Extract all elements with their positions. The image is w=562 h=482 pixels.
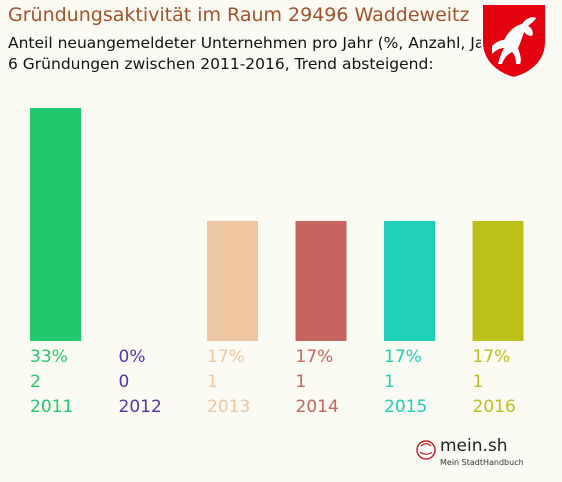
count-label-2016: 1 — [472, 372, 484, 392]
percent-label-2016: 17% — [472, 347, 511, 367]
percent-label-2015: 17% — [384, 347, 422, 367]
count-label-2012: 0 — [118, 372, 130, 392]
year-label-2016: 2016 — [472, 397, 516, 417]
year-label-2013: 2013 — [207, 397, 251, 417]
bar-2013 — [207, 220, 258, 341]
year-label-2012: 2012 — [118, 397, 162, 417]
count-label-2011: 2 — [30, 372, 41, 392]
chart-title: Gründungsaktivität im Raum 29496 Waddewe… — [8, 4, 470, 26]
bar-2016 — [472, 220, 524, 341]
brand-tagline: Mein StadtHandbuch — [440, 458, 524, 467]
brand-name: mein.sh — [440, 436, 508, 456]
chart-summary: 6 Gründungen zwischen 2011-2016, Trend a… — [8, 55, 434, 73]
percent-label-2014: 17% — [295, 347, 334, 367]
year-label-2015: 2015 — [384, 397, 428, 417]
percent-label-2012: 0% — [118, 347, 146, 367]
count-label-2015: 1 — [384, 372, 395, 392]
bar-2011 — [30, 108, 81, 341]
saxon-steed-crest-icon — [481, 3, 547, 80]
year-label-2011: 2011 — [30, 397, 74, 417]
count-label-2013: 1 — [207, 372, 218, 392]
bar-2015 — [384, 220, 435, 341]
bar-2014 — [295, 220, 347, 341]
chart-subtitle: Anteil neuangemeldeter Unternehmen pro J… — [8, 34, 507, 52]
percent-label-2013: 17% — [207, 347, 245, 367]
percent-label-2011: 33% — [30, 347, 68, 367]
year-label-2014: 2014 — [295, 397, 339, 417]
brand-logo — [416, 440, 436, 460]
count-label-2014: 1 — [295, 372, 307, 392]
